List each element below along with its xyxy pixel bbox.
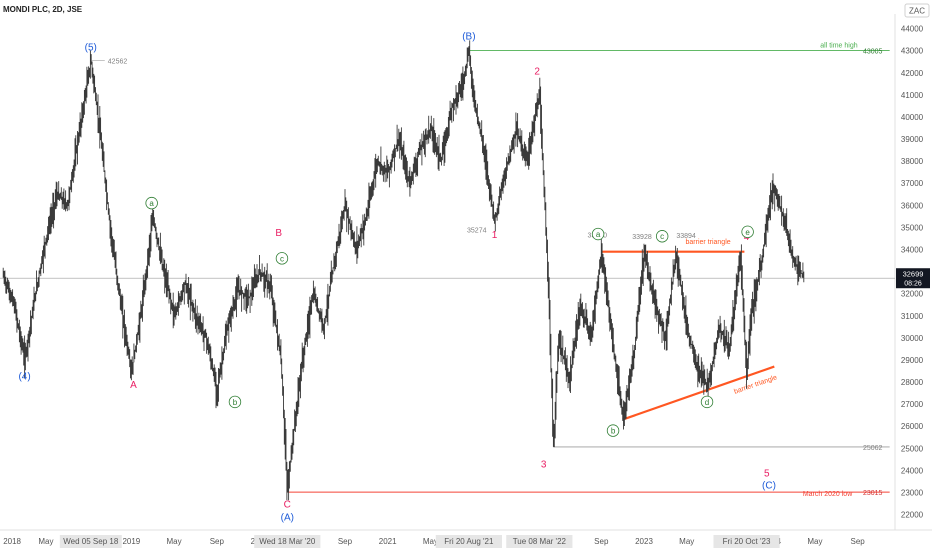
wave-circle-label: b	[611, 427, 616, 436]
price-label: 42562	[108, 58, 128, 65]
price-series	[2, 40, 805, 501]
countdown-value: 08:26	[904, 281, 922, 288]
price-label: 33928	[632, 234, 652, 241]
wave-label: (4)	[18, 371, 30, 382]
y-tick-label: 42000	[901, 69, 924, 78]
x-highlight-label: Fri 20 Oct '23	[723, 537, 771, 546]
x-tick-label: Sep	[210, 537, 225, 546]
wave-label: 1	[492, 230, 498, 241]
chart-note: all time high	[820, 42, 857, 49]
y-tick-label: 28000	[901, 378, 924, 387]
wave-circle	[228, 395, 242, 409]
y-tick-label: 36000	[901, 201, 924, 210]
y-tick-label: 43000	[901, 47, 924, 56]
x-tick-label: 2021	[379, 537, 397, 546]
wave-label: 2	[534, 67, 540, 78]
wave-circle	[655, 230, 669, 243]
price-axis[interactable]: 22000 23000 24000 25000 26000 27000 28000 29000…	[894, 14, 924, 530]
last-price-box	[896, 268, 930, 289]
x-tick-label: Sep	[594, 537, 609, 546]
x-highlight-box	[59, 535, 122, 548]
chart-note: March 2020 low	[803, 491, 853, 498]
y-tick-label: 22000	[901, 511, 924, 520]
wave-label: (C)	[762, 481, 776, 492]
y-tick-label: 35000	[901, 223, 924, 232]
y-tick-label: 32000	[901, 290, 924, 299]
last-price-tag: 32699 08:26	[896, 268, 930, 289]
y-tick-label: 29000	[901, 356, 924, 365]
x-highlight-label: Wed 05 Sep 18	[63, 537, 119, 546]
triangle-upper-label: barrier triangle	[686, 239, 731, 246]
wave-circle	[700, 395, 714, 409]
y-tick-label: 24000	[901, 466, 924, 475]
y-tick-label: 41000	[901, 91, 924, 100]
currency-badge[interactable]: ZAC	[909, 7, 925, 16]
chart-title: MONDI PLC, 2D, JSE	[3, 5, 83, 14]
price-label: 43005	[863, 49, 883, 56]
x-highlight-box	[435, 535, 502, 548]
x-highlight-box	[713, 535, 780, 548]
y-tick-label: 38000	[901, 157, 924, 166]
y-tick-label: 39000	[901, 135, 924, 144]
wave-circle	[275, 252, 289, 265]
wave-circle-label: e	[745, 228, 750, 237]
y-tick-label: 31000	[901, 312, 924, 321]
x-highlight-label: Wed 18 Mar '20	[259, 537, 316, 546]
y-tick-label: 26000	[901, 422, 924, 431]
wave-circle-label: a	[596, 230, 601, 239]
currency-badge-box[interactable]	[904, 3, 930, 18]
price-bars	[2, 40, 805, 501]
wave-label: B	[275, 228, 282, 239]
wave-label: 5	[764, 469, 770, 480]
y-tick-label: 25000	[901, 444, 924, 453]
wave-label: (A)	[281, 513, 294, 524]
wave-circle	[741, 225, 754, 239]
x-tick-label: Sep	[851, 537, 866, 546]
y-tick-label: 27000	[901, 400, 924, 409]
price-label: 23015	[863, 490, 883, 497]
wave-circle-label: c	[660, 232, 664, 241]
wave-label: (B)	[462, 31, 475, 42]
x-tick-label: Sep	[338, 537, 353, 546]
last-price-value: 32699	[903, 270, 924, 279]
y-tick-label: 34000	[901, 245, 924, 254]
y-tick-label: 37000	[901, 179, 924, 188]
wave-label: A	[130, 380, 137, 391]
x-tick-label: 2019	[122, 537, 140, 546]
y-tick-label: 23000	[901, 488, 924, 497]
x-highlight-box	[506, 535, 573, 548]
y-tick-label: 30000	[901, 334, 924, 343]
price-label: 35274	[467, 227, 487, 234]
x-tick-label: 2018	[3, 537, 21, 546]
y-tick-label: 44000	[901, 25, 924, 34]
wave-annotations: 4256235274339003392833894250622301543005…	[18, 31, 882, 523]
x-highlight-label: Fri 20 Aug '21	[444, 537, 494, 546]
x-tick-label: 2023	[635, 537, 653, 546]
y-tick-label: 40000	[901, 113, 924, 122]
triangle-lower	[622, 365, 775, 421]
x-tick-label: May	[807, 537, 822, 546]
x-tick-label: May	[423, 537, 438, 546]
x-tick-label: May	[38, 537, 53, 546]
wave-label: (5)	[85, 42, 97, 53]
wave-circle-label: d	[705, 398, 709, 407]
wave-circle-label: b	[233, 398, 238, 407]
price-label: 25062	[863, 445, 883, 452]
time-axis[interactable]: 2018MaySep2019MaySep2020MaySep2021MaySep…	[0, 529, 932, 548]
price-label: 33894	[676, 233, 696, 240]
x-highlight-box	[254, 535, 321, 548]
wave-circle-label: c	[280, 254, 284, 263]
x-tick-label: May	[679, 537, 694, 546]
wave-circle	[606, 424, 620, 437]
wave-circle	[145, 196, 158, 210]
wave-label: 3	[541, 460, 547, 471]
x-tick-label: May	[167, 537, 182, 546]
wave-label: C	[284, 499, 291, 510]
wave-circle-label: a	[149, 199, 154, 208]
x-highlight-label: Tue 08 Mar '22	[513, 537, 567, 546]
wave-circle	[591, 227, 605, 241]
